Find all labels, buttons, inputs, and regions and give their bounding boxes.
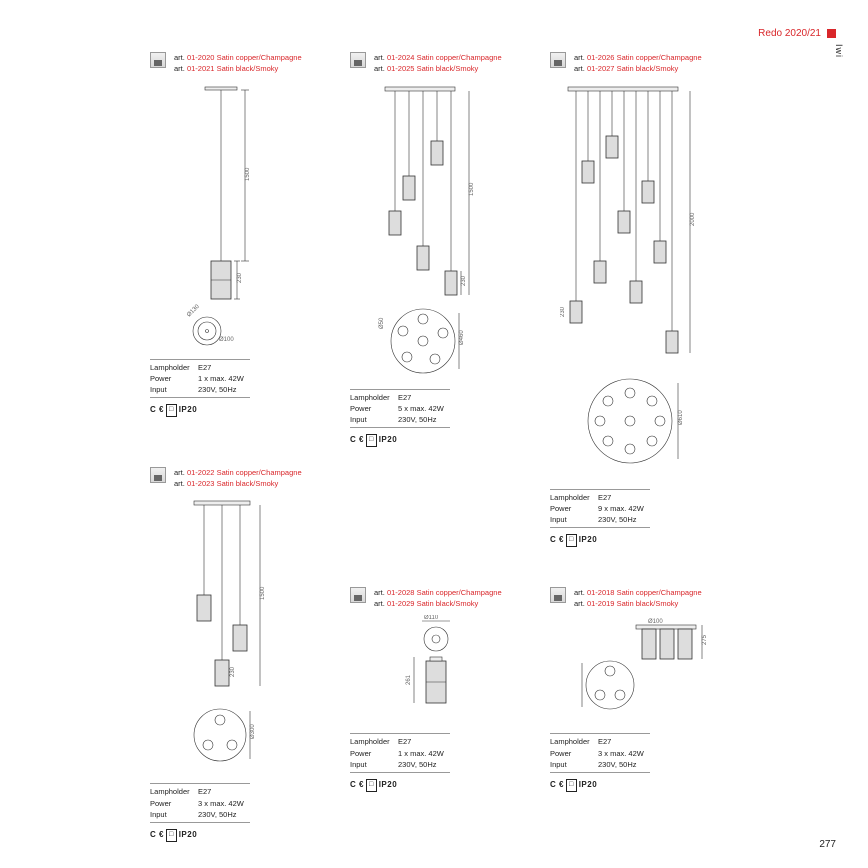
art-header: art. 01-2026 Satin copper/Champagne art.… xyxy=(550,52,740,75)
svg-text:Ø50: Ø50 xyxy=(379,316,385,328)
divider xyxy=(150,397,250,398)
art-code: 01-2020 xyxy=(187,53,215,62)
svg-text:1500: 1500 xyxy=(260,586,266,600)
spec-key: Input xyxy=(150,384,198,395)
ip-rating: C €□IP20 xyxy=(150,404,340,417)
tech-drawing: 275 Ø100 Ø300 xyxy=(550,615,740,725)
thumb-icon xyxy=(150,52,166,68)
art-name: Satin copper/Champagne xyxy=(217,53,302,62)
specs: LampholderE27 Power1 x max. 42W Input230… xyxy=(150,359,340,417)
thumb-icon xyxy=(350,587,366,603)
svg-text:Ø110: Ø110 xyxy=(424,615,439,621)
spec-val: 230V, 50Hz xyxy=(198,384,237,395)
product-p2: art. 01-2024 Satin copper/Champagne art.… xyxy=(350,52,540,447)
svg-text:1500: 1500 xyxy=(469,181,475,195)
art-header: art. 01-2020 Satin copper/Champagne art.… xyxy=(150,52,340,75)
product-p1: art. 01-2020 Satin copper/Champagne art.… xyxy=(150,52,340,447)
art-name: Satin black/Smoky xyxy=(217,64,279,73)
svg-text:Ø130: Ø130 xyxy=(186,303,201,318)
svg-text:Ø100: Ø100 xyxy=(219,337,234,343)
spec-val: E27 xyxy=(198,362,211,373)
art-lines: art. 01-2024 Satin copper/Champagne art.… xyxy=(374,52,502,75)
tech-drawing: 1500 230 Ø300 xyxy=(150,495,340,775)
svg-text:Ø610: Ø610 xyxy=(678,409,684,424)
thumb-icon xyxy=(550,587,566,603)
svg-text:261: 261 xyxy=(406,675,412,686)
art-label: art. xyxy=(174,64,185,73)
product-p6: art. 01-2018 Satin copper/Champagne art.… xyxy=(550,587,740,842)
thumb-icon xyxy=(150,467,166,483)
product-p5: art. 01-2028 Satin copper/Champagne art.… xyxy=(350,587,540,842)
art-label: art. xyxy=(174,53,185,62)
tech-drawing: 1500 230 Ø460 Ø50 xyxy=(350,81,540,381)
art-lines: art. 01-2020 Satin copper/Champagne art.… xyxy=(174,52,302,75)
brand-text: Redo 2020/21 xyxy=(758,28,821,39)
thumb-icon xyxy=(350,52,366,68)
svg-text:230: 230 xyxy=(461,275,467,286)
spec-val: 1 x max. 42W xyxy=(198,373,244,384)
svg-text:Ø300: Ø300 xyxy=(250,724,256,739)
specs: LampholderE27 Power9 x max. 42W Input230… xyxy=(550,489,740,547)
tech-drawing: Ø110 261 xyxy=(350,615,540,725)
tech-drawing: 1500 230 Ø130 Ø100 xyxy=(150,81,340,351)
product-p4: art. 01-2022 Satin copper/Champagne art.… xyxy=(150,467,340,842)
art-header: art. 01-2024 Satin copper/Champagne art.… xyxy=(350,52,540,75)
header-brand: Redo 2020/21 xyxy=(758,28,836,39)
svg-text:Ø100: Ø100 xyxy=(648,619,663,625)
specs: LampholderE27 Power5 x max. 42W Input230… xyxy=(350,389,540,447)
catalog-grid: art. 01-2020 Satin copper/Champagne art.… xyxy=(150,52,840,842)
thumb-icon xyxy=(550,52,566,68)
svg-text:230: 230 xyxy=(237,272,243,283)
brand-marker xyxy=(827,29,836,38)
dim-h: 1500 xyxy=(245,166,251,180)
svg-text:2000: 2000 xyxy=(690,211,696,225)
divider xyxy=(150,359,250,360)
svg-text:275: 275 xyxy=(702,635,708,646)
spec-key: Power xyxy=(150,373,198,384)
svg-text:Ø460: Ø460 xyxy=(459,329,465,344)
svg-text:230: 230 xyxy=(560,306,566,317)
art-code: 01-2021 xyxy=(187,64,215,73)
tech-drawing: 2000 230 Ø610 xyxy=(550,81,740,481)
spec-key: Lampholder xyxy=(150,362,198,373)
svg-text:230: 230 xyxy=(230,667,236,678)
